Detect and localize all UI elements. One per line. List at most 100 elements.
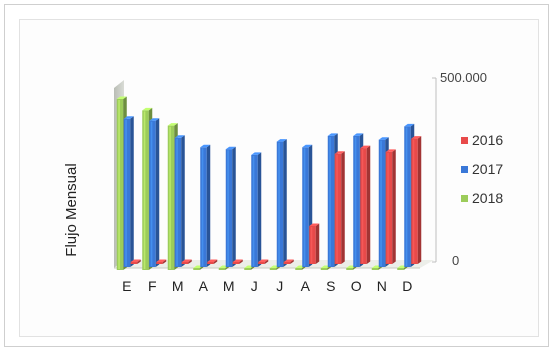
bar-side [257, 152, 262, 267]
bar-2016 [385, 149, 396, 264]
bar-top [385, 149, 396, 152]
bar-top [334, 151, 345, 154]
bar-front [258, 262, 265, 264]
x-tick-label: A [301, 278, 311, 294]
bar-top [360, 145, 371, 149]
bar-side [213, 259, 218, 264]
bar-2017 [251, 152, 262, 267]
bar-highlight [387, 152, 389, 263]
bar-top [200, 144, 211, 148]
bar-highlight [354, 136, 357, 266]
bar-highlight [150, 121, 153, 266]
y-tick-label-zero: 0 [452, 253, 459, 268]
bar-2016 [232, 259, 243, 264]
bar-front [411, 138, 418, 264]
bar-front [193, 268, 200, 270]
x-tick-label: M [172, 278, 184, 294]
bar-front [276, 141, 284, 267]
bar-front [327, 135, 335, 267]
bar-front [116, 99, 124, 270]
bar-top [123, 116, 134, 119]
bar-front [130, 262, 138, 264]
x-tick-label: N [377, 278, 387, 294]
bar-top [232, 259, 243, 262]
bar-front [149, 120, 156, 267]
bar-2016 [283, 259, 294, 264]
legend-label: 2017 [472, 161, 503, 177]
bar-2017 [276, 139, 287, 267]
legend-swatch [461, 166, 468, 173]
bar-2016 [156, 259, 167, 264]
bar-top [411, 136, 422, 139]
bar-front [309, 226, 316, 264]
x-tick-label: S [326, 278, 335, 294]
bar-highlight [169, 126, 171, 269]
bar-front [397, 268, 404, 270]
bar-front [283, 262, 291, 264]
bar-front [378, 139, 386, 267]
bar-top [327, 133, 338, 136]
bar-side [137, 259, 141, 264]
x-tick-label: A [199, 278, 209, 294]
legend-label: 2016 [472, 132, 503, 148]
bar-highlight [329, 136, 331, 266]
bar-side [206, 144, 211, 267]
bar-highlight [227, 150, 229, 266]
bar-highlight [118, 100, 120, 269]
bar-highlight [176, 138, 178, 266]
bar-front [353, 135, 360, 267]
bar-front [385, 151, 393, 264]
bar-top [116, 96, 127, 99]
bar-front [360, 148, 367, 264]
bar-front [346, 268, 353, 270]
bar-2016 [309, 223, 320, 264]
bar-top [207, 259, 218, 262]
bar-2016 [411, 136, 422, 264]
y-tick-label-max: 500.000 [440, 70, 487, 85]
bar-side [315, 223, 320, 264]
bar-2017 [225, 146, 236, 267]
bar-front [269, 268, 277, 270]
legend-item-2017: 2017 [461, 161, 503, 177]
bar-2017 [200, 144, 211, 267]
bar-top [174, 135, 185, 138]
bar-top [225, 146, 236, 150]
bar-front [251, 154, 258, 267]
bar-highlight [278, 142, 280, 266]
bar-front [302, 147, 309, 267]
bar-2016 [181, 259, 192, 264]
bar-side [341, 151, 345, 264]
bar-front [320, 268, 328, 270]
bar-2016 [130, 259, 141, 264]
bar-top [181, 259, 192, 262]
bar-top [167, 123, 178, 126]
bar-2017 [174, 135, 185, 267]
bar-top [302, 144, 313, 148]
bar-highlight [143, 111, 146, 270]
bar-side [290, 259, 294, 264]
x-tick-label: E [122, 278, 131, 294]
x-tick-label: J [251, 278, 258, 294]
bar-side [264, 259, 269, 264]
bar-top [149, 118, 160, 121]
bar-front [167, 125, 175, 270]
bar-side [162, 259, 167, 264]
legend-label: 2018 [472, 190, 503, 206]
bar-top [130, 259, 141, 262]
x-tick-label: M [223, 278, 235, 294]
bar-front [404, 126, 411, 268]
x-tick-label: F [148, 278, 157, 294]
bar-front [371, 268, 379, 270]
bar-front [218, 268, 226, 270]
bar-side [232, 146, 236, 267]
bar-side [417, 136, 422, 264]
bar-highlight [336, 154, 338, 263]
x-tick-label: J [276, 278, 283, 294]
bar-top [404, 123, 415, 127]
bar-highlight [125, 119, 127, 266]
bar-2016 [258, 259, 269, 264]
bar-front [123, 118, 131, 267]
bar-front [334, 153, 342, 264]
bar-top [251, 152, 262, 155]
